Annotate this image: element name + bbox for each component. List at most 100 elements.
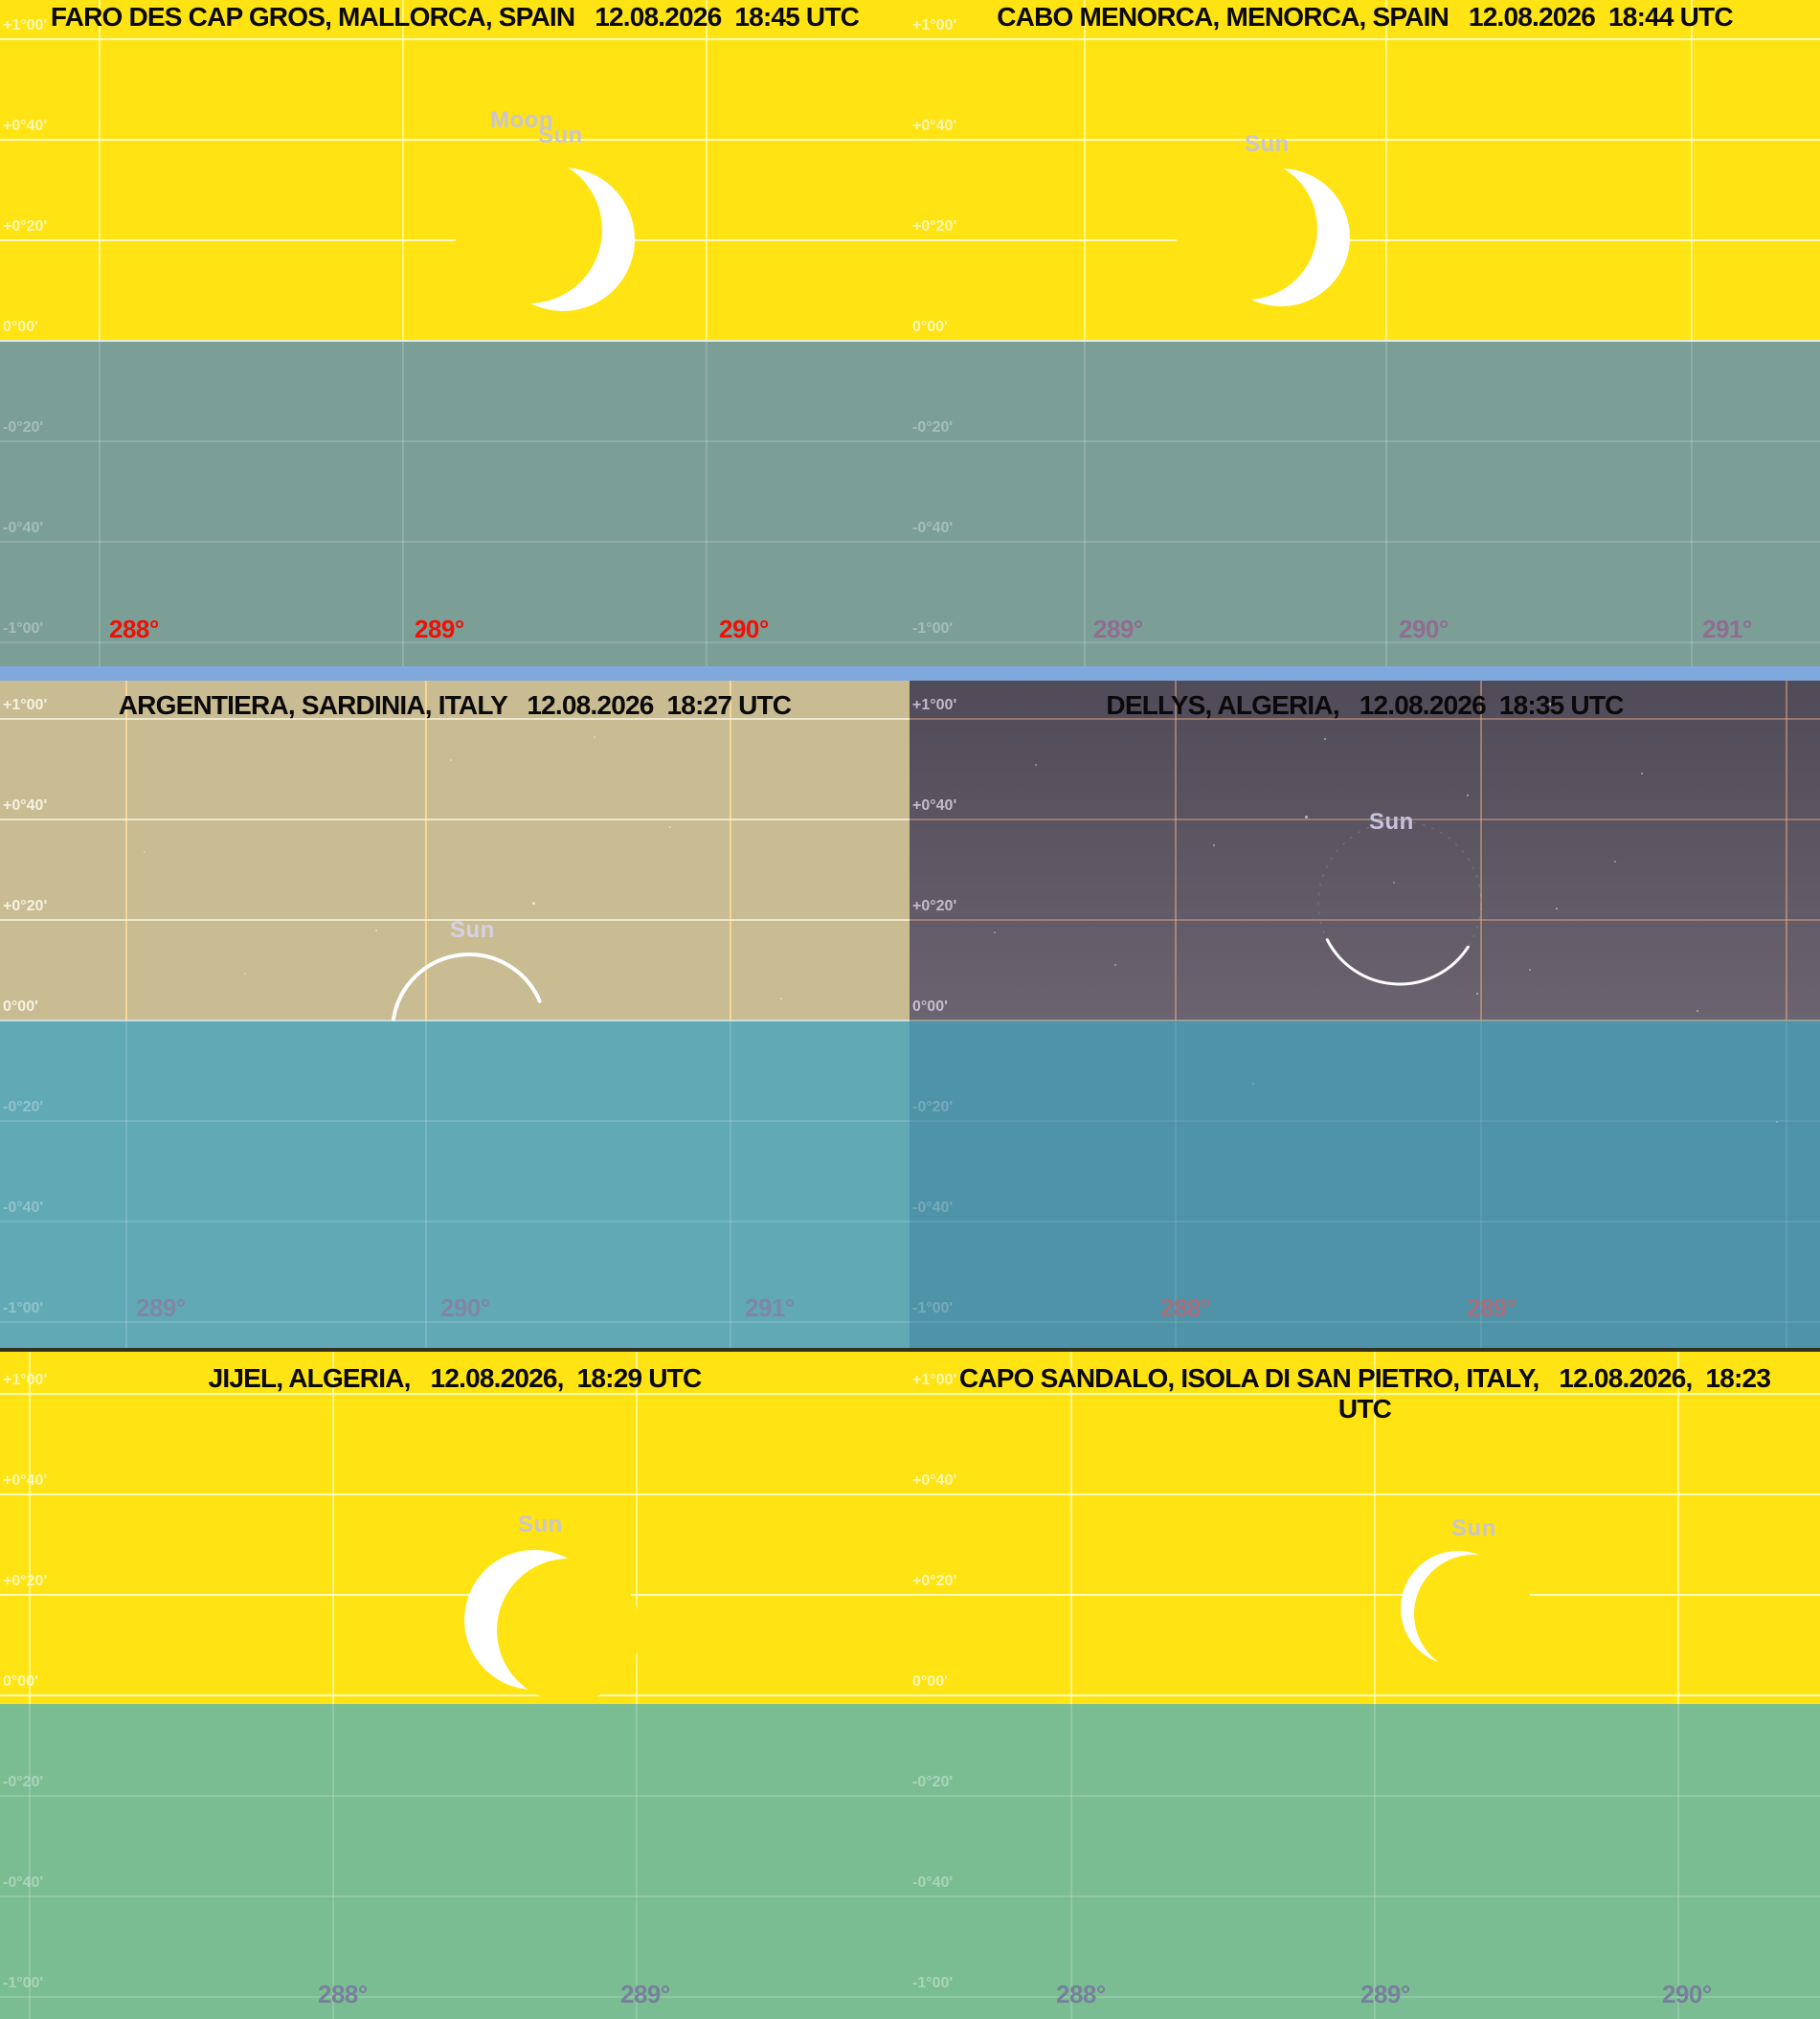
grid-line-horizontal [0,819,910,820]
panel-title: JIJEL, ALGERIA, 12.08.2026, 18:29 UTC [0,1363,910,1394]
grid-line-horizontal [0,340,910,342]
azimuth-tick-label: 290° [719,615,769,643]
panel-title: CAPO SANDALO, ISOLA DI SAN PIETRO, ITALY… [910,1363,1820,1425]
altitude-tick-label: -1°00' [3,620,44,637]
grid-line-vertical [1070,1352,1072,1704]
sky [0,681,910,1020]
grid-line-vertical [1677,1352,1679,1704]
grid-line-vertical [1691,0,1693,340]
grid-line-horizontal [0,1493,910,1495]
altitude-tick-label: +0°20' [3,1573,48,1589]
star [1393,882,1395,884]
altitude-tick-label: -0°40' [3,520,44,536]
star [594,736,595,738]
star [244,973,246,975]
altitude-tick-label: 0°00' [3,998,38,1015]
star [375,930,377,931]
grid-line-vertical [1374,1704,1376,2019]
panel-title: DELLYS, ALGERIA, 12.08.2026 18:35 UTC [910,690,1820,721]
star [1529,969,1531,971]
grid-line-vertical [1786,1020,1787,1352]
sun-crescent-arc [1317,820,1482,986]
panel-title-line: ARGENTIERA, SARDINIA, ITALY 12.08.2026 1… [118,690,792,720]
altitude-tick-label: 0°00' [3,319,38,335]
star [1324,738,1326,740]
moon-occluder-disk [1414,1555,1533,1673]
sky-chart-panel-faro-des-cap-gros: +1°00' +0°40' +0°20' 0°00' -0°20' -0°40' -1°00… [0,0,910,666]
altitude-tick-label: +1°00' [912,697,957,713]
azimuth-tick-label: 289° [136,1293,186,1322]
star [450,759,452,761]
altitude-tick-label: 0°00' [912,1673,948,1690]
grid-line-horizontal [0,1321,910,1323]
altitude-tick-label: +1°00' [912,17,957,34]
grid-line-vertical [1480,1020,1482,1352]
grid-line-vertical [332,1704,334,2019]
azimuth-tick-label: 288° [318,1980,368,2008]
moon-label: Moon [490,107,553,133]
grid-line-vertical [1175,681,1177,1020]
grid-line-vertical [1070,1704,1072,2019]
azimuth-tick-label: 288° [1056,1980,1106,2008]
grid-line-horizontal [910,139,1820,141]
sun-label: Sun [1369,809,1414,835]
altitude-tick-label: -0°40' [912,520,954,536]
row-divider-bar [0,666,1820,681]
grid-line-horizontal [0,1221,910,1223]
panel-title: CABO MENORCA, MENORCA, SPAIN 12.08.2026 … [910,2,1820,33]
grid-line-vertical [1691,340,1693,666]
sea [910,1704,1820,2019]
grid-line-horizontal [910,919,1820,921]
altitude-tick-label: +1°00' [3,17,48,34]
grid-line-vertical [402,340,404,666]
moon-occluder-disk [455,156,602,303]
grid-line-horizontal [0,1694,910,1696]
grid-line-vertical [425,1020,427,1352]
grid-line-vertical [425,681,427,1020]
grid-line-vertical [1374,1352,1376,1704]
grid-line-horizontal [0,1020,910,1021]
azimuth-tick-label: 289° [415,615,464,643]
grid-line-vertical [125,681,127,1020]
star [1035,764,1037,766]
star [1696,1010,1698,1012]
grid-line-horizontal [0,1795,910,1797]
grid-line-horizontal [910,718,1820,720]
grid-line-horizontal [0,541,910,543]
grid-line-vertical [636,1704,638,2019]
star [1252,1083,1254,1085]
grid-line-horizontal [910,1594,1820,1596]
moon-occluder-disk [497,1559,640,1702]
altitude-tick-label: +0°40' [912,1472,957,1489]
star [1476,993,1478,995]
sky [0,0,910,340]
sky-chart-panel-cabo-menorca: +1°00' +0°40' +0°20' 0°00' -0°20' -0°40' -1°00… [910,0,1820,666]
star [1614,861,1616,863]
grid-line-horizontal [910,1795,1820,1797]
sky [0,1352,910,1704]
altitude-tick-label: +0°40' [3,1472,48,1489]
sun-label: Sun [450,917,495,943]
altitude-tick-label: -0°40' [912,1200,954,1216]
altitude-tick-label: +1°00' [912,1372,957,1388]
grid-line-horizontal [910,1694,1820,1696]
altitude-tick-label: -0°20' [3,1099,44,1115]
grid-line-horizontal [910,1120,1820,1122]
grid-line-horizontal [910,1493,1820,1495]
sea [0,340,910,666]
altitude-tick-label: -0°20' [912,419,954,436]
altitude-tick-label: -0°40' [3,1200,44,1216]
grid-line-vertical [402,0,404,340]
grid-line-horizontal [0,440,910,442]
sky-chart-panel-jijel: +1°00' +0°40' +0°20' 0°00' -0°20' -0°40' -1°00… [0,1352,910,2019]
azimuth-tick-label: 289° [1360,1980,1410,2008]
sky-chart-panel-dellys: +1°00' +0°40' +0°20' 0°00' -0°20' -0°40' -1°00… [910,681,1820,1352]
grid-line-horizontal [0,718,910,720]
altitude-tick-label: +0°40' [912,797,957,814]
sea [910,1020,1820,1352]
azimuth-tick-label: 290° [440,1293,490,1322]
grid-line-vertical [730,681,731,1020]
altitude-tick-label: -1°00' [3,1975,44,1991]
sun-sliver-path [391,953,542,1021]
